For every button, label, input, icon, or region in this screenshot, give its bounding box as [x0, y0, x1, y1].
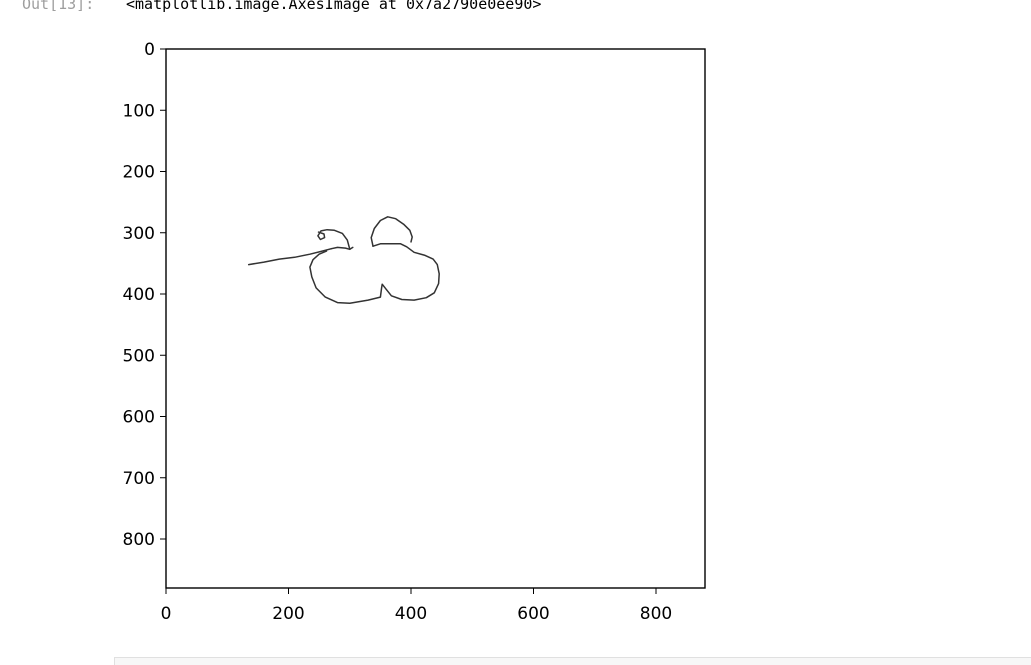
x-tick-label: 400: [395, 604, 427, 624]
y-tick-label: 800: [123, 530, 155, 550]
x-axis: 0 200 400 600 800: [161, 588, 672, 624]
x-tick-label: 0: [161, 604, 172, 624]
y-tick-label: 200: [123, 163, 155, 183]
y-tick-label: 0: [144, 40, 155, 60]
axes-frame: [165, 48, 706, 589]
y-axis: 0 100 200 300 400 500 600 700 800: [123, 40, 166, 550]
next-input-cell[interactable]: [114, 657, 1031, 665]
x-tick-label: 600: [517, 604, 549, 624]
stroke-1: [330, 246, 354, 251]
y-tick-label: 400: [123, 285, 155, 305]
y-tick-label: 300: [123, 224, 155, 244]
drawing-strokes: [247, 216, 440, 304]
stroke-0: [247, 247, 333, 266]
y-tick-label: 100: [123, 101, 155, 121]
output-repr-text: <matplotlib.image.AxesImage at 0x7a2790e…: [126, 0, 542, 13]
y-tick-label: 500: [123, 346, 155, 366]
stroke-2: [317, 228, 351, 251]
stroke-3: [309, 243, 440, 304]
x-tick-label: 800: [640, 604, 672, 624]
x-tick-label: 200: [272, 604, 304, 624]
stroke-4: [370, 216, 413, 247]
output-prompt: Out[13]:: [22, 0, 95, 13]
y-tick-label: 700: [123, 469, 155, 489]
y-tick-label: 600: [123, 408, 155, 428]
